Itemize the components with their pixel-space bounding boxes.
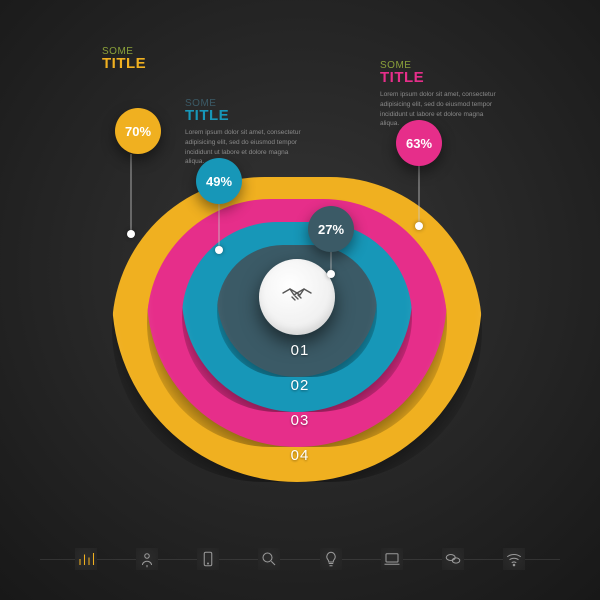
bubble-70: 70% xyxy=(115,108,161,154)
wifi-icon[interactable] xyxy=(503,548,525,570)
title-body: Lorem ipsum dolor sit amet, consectetur … xyxy=(380,90,500,129)
ring-number-02: 02 xyxy=(291,377,310,394)
title-body: Lorem ipsum dolor sit amet, consectetur … xyxy=(185,128,305,167)
laptop-icon[interactable] xyxy=(381,548,403,570)
bar-chart-icon[interactable] xyxy=(75,548,97,570)
chat-bubbles-icon[interactable] xyxy=(442,548,464,570)
handshake-icon xyxy=(280,283,314,312)
leader-3 xyxy=(330,252,332,274)
title-main: TITLE xyxy=(102,55,222,72)
infographic-stage: 01 02 03 04 70% 49% 27% 63% SOME TITLE S… xyxy=(0,0,600,600)
bubble-value: 70% xyxy=(125,124,151,139)
title-block-1: SOME TITLE xyxy=(102,46,222,72)
center-disc xyxy=(259,259,335,335)
phone-icon[interactable] xyxy=(197,548,219,570)
leader-4 xyxy=(418,166,420,226)
magnifier-icon[interactable] xyxy=(258,548,280,570)
icon-strip xyxy=(0,548,600,570)
leader-1 xyxy=(130,154,132,234)
person-pin-icon[interactable] xyxy=(136,548,158,570)
ring-number-03: 03 xyxy=(291,412,310,429)
bulb-icon[interactable] xyxy=(320,548,342,570)
title-block-2: SOME TITLE Lorem ipsum dolor sit amet, c… xyxy=(185,98,305,167)
ring-number-01: 01 xyxy=(291,342,310,359)
title-main: TITLE xyxy=(380,69,500,86)
ring-number-04: 04 xyxy=(291,447,310,464)
bubble-27: 27% xyxy=(308,206,354,252)
bubble-value: 27% xyxy=(318,222,344,237)
title-block-4: SOME TITLE Lorem ipsum dolor sit amet, c… xyxy=(380,60,500,129)
leader-2 xyxy=(218,204,220,250)
title-main: TITLE xyxy=(185,107,305,124)
bubble-value: 49% xyxy=(206,174,232,189)
bubble-value: 63% xyxy=(406,136,432,151)
